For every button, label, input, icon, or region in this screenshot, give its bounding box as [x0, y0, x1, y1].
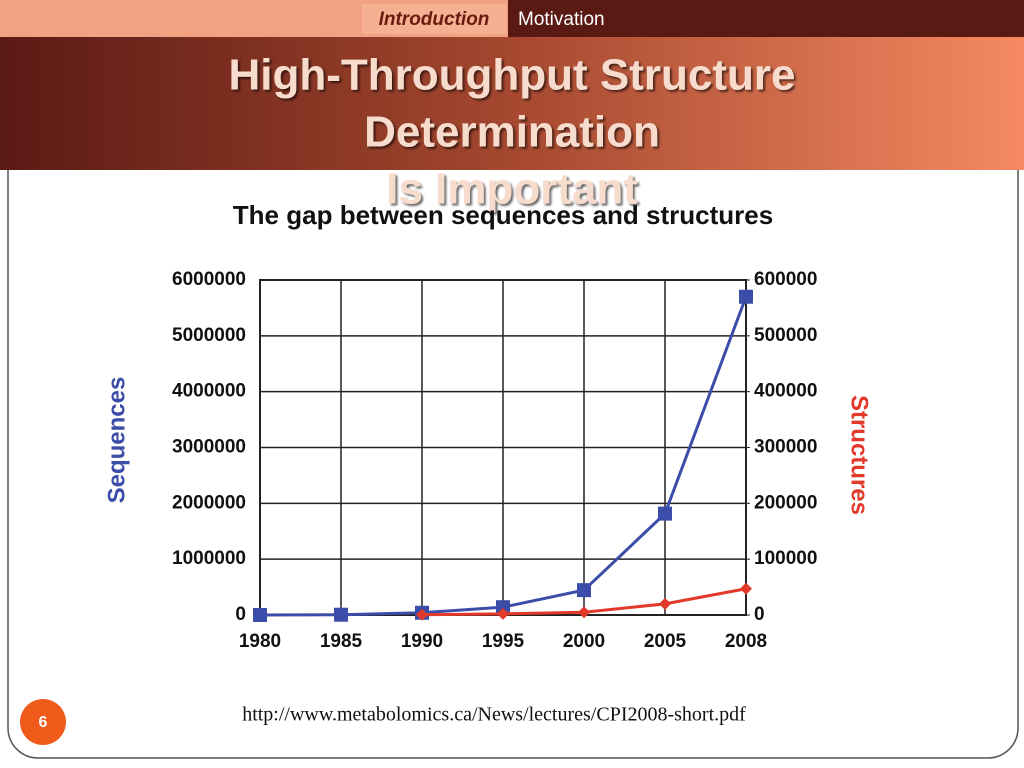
y-axis-label: Sequences: [103, 377, 130, 504]
title-banner: [0, 37, 1024, 170]
y-tick-label: 5000000: [172, 325, 246, 346]
nav-current[interactable]: Introduction: [379, 9, 490, 30]
y2-tick-label: 600000: [754, 269, 817, 290]
y2-tick-label: 500000: [754, 325, 817, 346]
nav-next[interactable]: Motivation: [518, 9, 605, 30]
slide-title-line: Determination: [364, 108, 660, 157]
slide-title-line: Is Important: [386, 165, 638, 214]
x-tick-label: 1985: [320, 631, 363, 652]
nav-current-tab: [362, 4, 506, 34]
y-tick-label: 0: [235, 604, 246, 625]
point: [496, 600, 510, 615]
y-tick-label: 6000000: [172, 269, 246, 290]
point: [416, 608, 428, 621]
slide-title-line: High-Throughput Structure: [228, 51, 795, 100]
point: [578, 606, 590, 619]
point: [740, 582, 752, 595]
y-tick-label: 2000000: [172, 492, 246, 513]
y2-tick-label: 300000: [754, 437, 817, 458]
x-tick-label: 1990: [401, 631, 443, 652]
page-badge: [20, 699, 66, 745]
point: [739, 289, 753, 304]
y2-tick-label: 200000: [754, 492, 817, 513]
y2-tick-label: 0: [754, 604, 765, 625]
y-tick-label: 1000000: [172, 548, 246, 569]
point: [577, 583, 591, 598]
x-tick-label: 2000: [563, 631, 605, 652]
x-tick-label: 2008: [725, 631, 767, 652]
x-tick-label: 2005: [644, 631, 687, 652]
y-tick-label: 3000000: [172, 437, 246, 458]
y-tick-label: 4000000: [172, 381, 246, 402]
source-url[interactable]: http://www.metabolomics.ca/News/lectures…: [242, 704, 746, 726]
x-tick-label: 1995: [482, 631, 525, 652]
chart-title: The gap between sequences and structures: [233, 200, 773, 230]
x-tick-label: 1980: [239, 631, 281, 652]
y2-axis-label: Structures: [846, 395, 873, 515]
point: [658, 506, 672, 521]
point: [334, 607, 348, 622]
y2-tick-label: 100000: [754, 548, 817, 569]
y2-tick-label: 400000: [754, 381, 817, 402]
point: [253, 607, 267, 622]
point: [497, 607, 509, 620]
point: [659, 597, 671, 610]
page-number: 6: [39, 714, 48, 731]
